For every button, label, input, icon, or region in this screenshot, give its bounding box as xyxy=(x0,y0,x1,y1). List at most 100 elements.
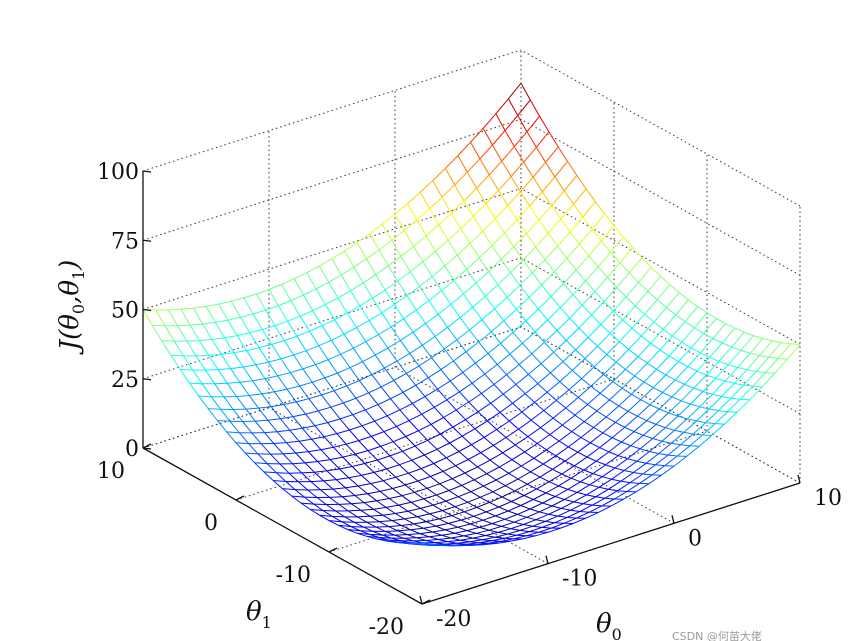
mesh-line xyxy=(336,429,350,435)
mesh-line xyxy=(344,250,355,268)
mesh-line xyxy=(592,464,606,475)
mesh-line xyxy=(380,386,391,400)
mesh-line xyxy=(320,488,333,491)
mesh-line xyxy=(731,346,742,351)
mesh-line xyxy=(622,319,633,329)
mesh-line xyxy=(457,523,471,528)
mesh-line xyxy=(708,396,723,410)
mesh-line xyxy=(577,442,591,453)
mesh-line xyxy=(513,233,527,248)
mesh-line xyxy=(557,146,568,162)
mesh-line xyxy=(511,495,525,502)
mesh-line xyxy=(375,526,386,532)
mesh-line xyxy=(378,240,392,251)
mesh-line xyxy=(470,127,484,143)
mesh-line xyxy=(352,347,364,362)
mesh-line xyxy=(350,290,361,307)
mesh-line xyxy=(350,282,364,292)
mesh-line xyxy=(361,471,375,476)
mesh-line xyxy=(641,257,652,268)
mesh-line xyxy=(604,213,615,227)
mesh-line xyxy=(581,304,592,316)
mesh-line xyxy=(293,350,307,356)
mesh-line xyxy=(492,491,503,498)
mesh-line xyxy=(382,480,393,489)
mesh-line xyxy=(252,313,263,330)
mesh-line xyxy=(507,98,519,116)
mesh-line xyxy=(420,504,434,509)
mesh-line xyxy=(428,369,442,379)
y-tick-label: -10 xyxy=(276,563,311,588)
mesh-line xyxy=(399,403,413,411)
mesh-line xyxy=(493,437,507,446)
mesh-line xyxy=(479,158,490,176)
mesh-line xyxy=(227,319,238,336)
mesh-line xyxy=(427,433,441,441)
mesh-line xyxy=(290,300,301,317)
mesh-line xyxy=(373,468,387,473)
mesh-line xyxy=(571,370,582,379)
mesh-line xyxy=(558,431,572,442)
mesh-line xyxy=(631,393,641,401)
mesh-line xyxy=(341,496,352,505)
mesh-line xyxy=(437,313,448,328)
mesh-line xyxy=(553,340,567,353)
mesh-line xyxy=(377,398,391,406)
mesh-line xyxy=(344,242,358,252)
mesh-line xyxy=(296,398,310,403)
mesh-line xyxy=(665,374,676,381)
mesh-line xyxy=(407,203,418,221)
mesh-line xyxy=(494,308,505,322)
mesh-line xyxy=(354,493,368,496)
mesh-line xyxy=(318,406,331,412)
mesh-line xyxy=(525,308,539,322)
mesh-line xyxy=(380,379,395,388)
mesh-line xyxy=(545,485,559,494)
mesh-line xyxy=(625,356,639,370)
mesh-line xyxy=(557,515,568,518)
mesh-line xyxy=(520,505,531,510)
mesh-line xyxy=(554,488,569,497)
mesh-line xyxy=(301,427,312,440)
mesh-line xyxy=(616,272,630,288)
mesh-line xyxy=(653,387,663,393)
mesh-line xyxy=(332,487,346,490)
mesh-line xyxy=(495,479,506,487)
mesh-line xyxy=(718,360,729,366)
mesh-line xyxy=(388,255,402,267)
mesh-line xyxy=(576,511,590,519)
mesh-line xyxy=(368,392,379,405)
mesh-line xyxy=(389,450,403,457)
mesh-line xyxy=(638,266,652,283)
x-tick-label: 0 xyxy=(688,526,702,551)
mesh-line xyxy=(399,340,411,354)
mesh-line xyxy=(441,290,452,305)
mesh-line xyxy=(443,348,454,362)
mesh-line xyxy=(466,530,477,534)
mesh-line xyxy=(513,146,525,163)
mesh-line xyxy=(637,415,647,422)
mesh-line xyxy=(519,284,530,298)
mesh-line xyxy=(676,445,691,457)
mesh-line xyxy=(609,399,620,407)
mesh-line xyxy=(622,236,633,248)
mesh-line xyxy=(287,320,298,337)
mesh-line xyxy=(595,201,606,215)
mesh-line xyxy=(271,344,282,360)
mesh-line xyxy=(387,347,398,362)
mesh-line xyxy=(517,508,531,515)
mesh-line xyxy=(305,410,319,415)
mesh-line xyxy=(703,332,714,339)
mesh-line xyxy=(485,203,496,219)
mesh-line xyxy=(740,398,750,401)
x-axis-label: θ0 xyxy=(596,609,622,641)
mesh-line xyxy=(459,317,470,331)
mesh-line xyxy=(523,524,533,527)
mesh-line xyxy=(307,451,318,462)
mesh-line xyxy=(351,466,362,476)
mesh-line xyxy=(370,480,384,485)
mesh-line xyxy=(254,462,268,465)
mesh-line xyxy=(539,468,553,478)
mesh-line xyxy=(500,246,515,260)
mesh-line xyxy=(582,216,593,230)
